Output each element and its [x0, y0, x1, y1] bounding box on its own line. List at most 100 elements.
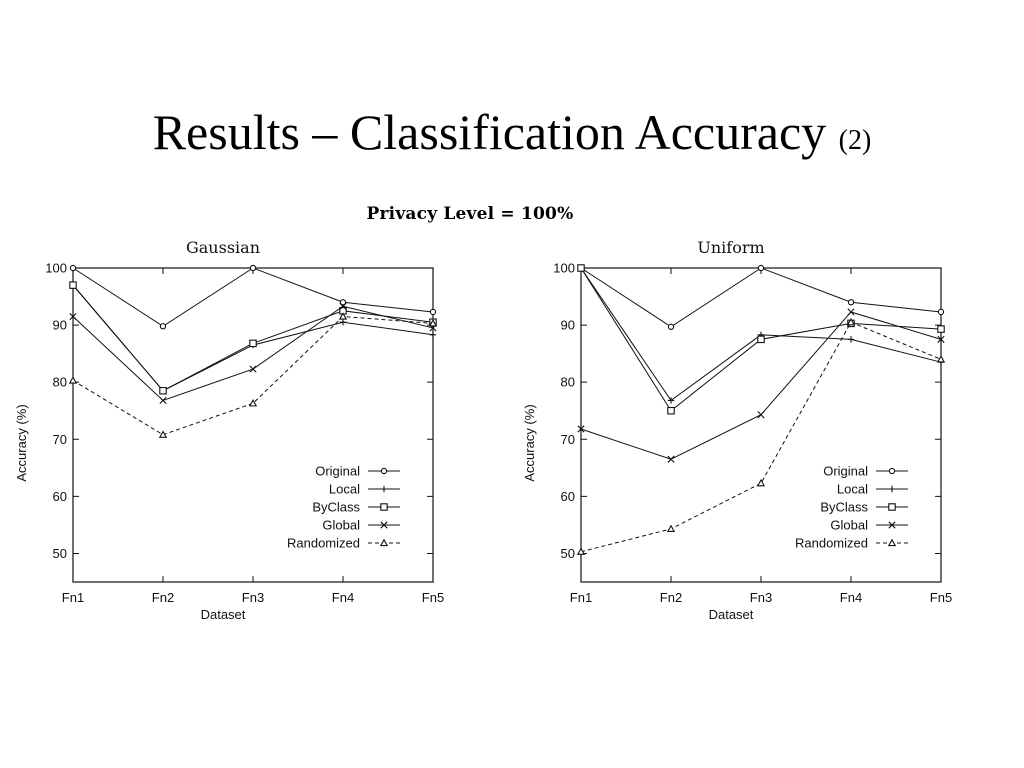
x-tick-label: Fn3 [242, 590, 264, 605]
legend-item: Randomized [795, 536, 908, 551]
legend-label: Global [830, 518, 868, 533]
chart-title: Uniform [697, 238, 764, 257]
legend: Original Local ByClass Global Randomized [795, 464, 908, 551]
data-point [249, 365, 257, 373]
data-point [577, 264, 585, 272]
series-byclass [69, 281, 437, 395]
data-point [667, 455, 675, 463]
series-byclass [577, 264, 945, 415]
data-point [937, 308, 945, 316]
y-tick-label: 50 [561, 546, 575, 561]
legend-marker [380, 521, 388, 529]
legend: Original Local ByClass Global Randomized [287, 464, 400, 551]
series-original [577, 264, 945, 330]
y-tick-label: 100 [553, 261, 575, 276]
legend-label: ByClass [820, 500, 868, 515]
uniform-chart: Uniform 50 60 70 80 90 100 Fn1 Fn2 Fn3 Fn4 Fn5 Datas… [522, 238, 952, 622]
data-point [159, 396, 167, 405]
y-tick-label: 80 [53, 375, 67, 390]
legend-item: Local [329, 482, 400, 497]
data-point [159, 323, 167, 330]
x-tick-label: Fn2 [152, 590, 174, 605]
x-tick-label: Fn5 [422, 590, 444, 605]
legend-marker [887, 538, 897, 547]
y-tick-label: 70 [561, 432, 575, 447]
data-point [757, 335, 765, 344]
data-point [339, 302, 347, 310]
series-global [577, 308, 945, 463]
data-point [667, 323, 675, 330]
data-point [936, 355, 946, 363]
data-point [847, 308, 855, 316]
legend-label: Local [837, 482, 868, 497]
series-line [580, 321, 942, 553]
y-axis-label: Accuracy (%) [14, 404, 29, 481]
data-point [756, 478, 766, 487]
data-point [249, 264, 257, 272]
x-tick-label: Fn3 [750, 590, 772, 605]
data-point [937, 325, 945, 333]
data-point [69, 312, 77, 321]
series-line [72, 267, 434, 327]
x-tick-label: Fn1 [570, 590, 592, 605]
data-point [429, 331, 437, 338]
x-tick-label: Fn2 [660, 590, 682, 605]
legend-item: Original [315, 464, 400, 479]
data-point [69, 281, 77, 289]
legend-item: Local [837, 482, 908, 497]
y-tick-label: 50 [53, 546, 67, 561]
x-tick-label: Fn4 [332, 590, 354, 605]
x-tick-label: Fn4 [840, 590, 862, 605]
data-point [339, 299, 347, 306]
legend-item: ByClass [312, 500, 400, 515]
data-point [158, 430, 168, 438]
data-point [576, 547, 586, 555]
series-line [580, 267, 942, 328]
legend-marker [888, 485, 896, 493]
data-point [249, 339, 257, 348]
plot-frame [580, 267, 942, 583]
data-point [937, 335, 945, 343]
data-point [667, 397, 675, 404]
data-point [428, 319, 438, 327]
slide-title: Results – Classification Accuracy (2) [0, 100, 1024, 173]
legend-label: Original [823, 464, 868, 479]
data-point [846, 317, 856, 326]
series-local [577, 264, 945, 404]
legend-marker [888, 503, 896, 511]
gaussian-chart: Gaussian 50 60 70 80 90 100 Fn1 Fn2 Fn3 Fn4 Fn5 Data… [14, 238, 444, 622]
y-tick-label: 70 [53, 432, 67, 447]
legend-label: ByClass [312, 500, 360, 515]
legend-marker [380, 485, 388, 493]
y-tick-label: 90 [561, 318, 575, 333]
data-point [847, 299, 855, 306]
y-tick-label: 80 [561, 375, 575, 390]
y-tick-label: 60 [561, 489, 575, 504]
data-point [69, 264, 77, 272]
x-axis-label: Dataset [709, 607, 754, 622]
legend-item: Global [322, 518, 400, 533]
x-axis-label: Dataset [201, 607, 246, 622]
data-point [666, 524, 676, 533]
legend-label: Original [315, 464, 360, 479]
x-tick-label: Fn5 [930, 590, 952, 605]
legend-marker [888, 521, 896, 529]
legend-label: Randomized [287, 536, 360, 551]
series-global [69, 302, 437, 405]
legend-marker [379, 538, 389, 547]
legend-marker [380, 467, 388, 475]
x-tick-label: Fn1 [62, 590, 84, 605]
series-local [69, 281, 437, 394]
data-point [68, 376, 78, 384]
data-point [757, 411, 765, 419]
data-point [847, 336, 855, 343]
legend-marker [888, 467, 896, 475]
legend-marker [380, 503, 388, 511]
data-point [667, 406, 675, 415]
legend-label: Randomized [795, 536, 868, 551]
series-line [72, 284, 434, 392]
y-tick-label: 60 [53, 489, 67, 504]
series-line [72, 284, 434, 392]
data-point [577, 425, 585, 433]
data-point [248, 398, 258, 407]
